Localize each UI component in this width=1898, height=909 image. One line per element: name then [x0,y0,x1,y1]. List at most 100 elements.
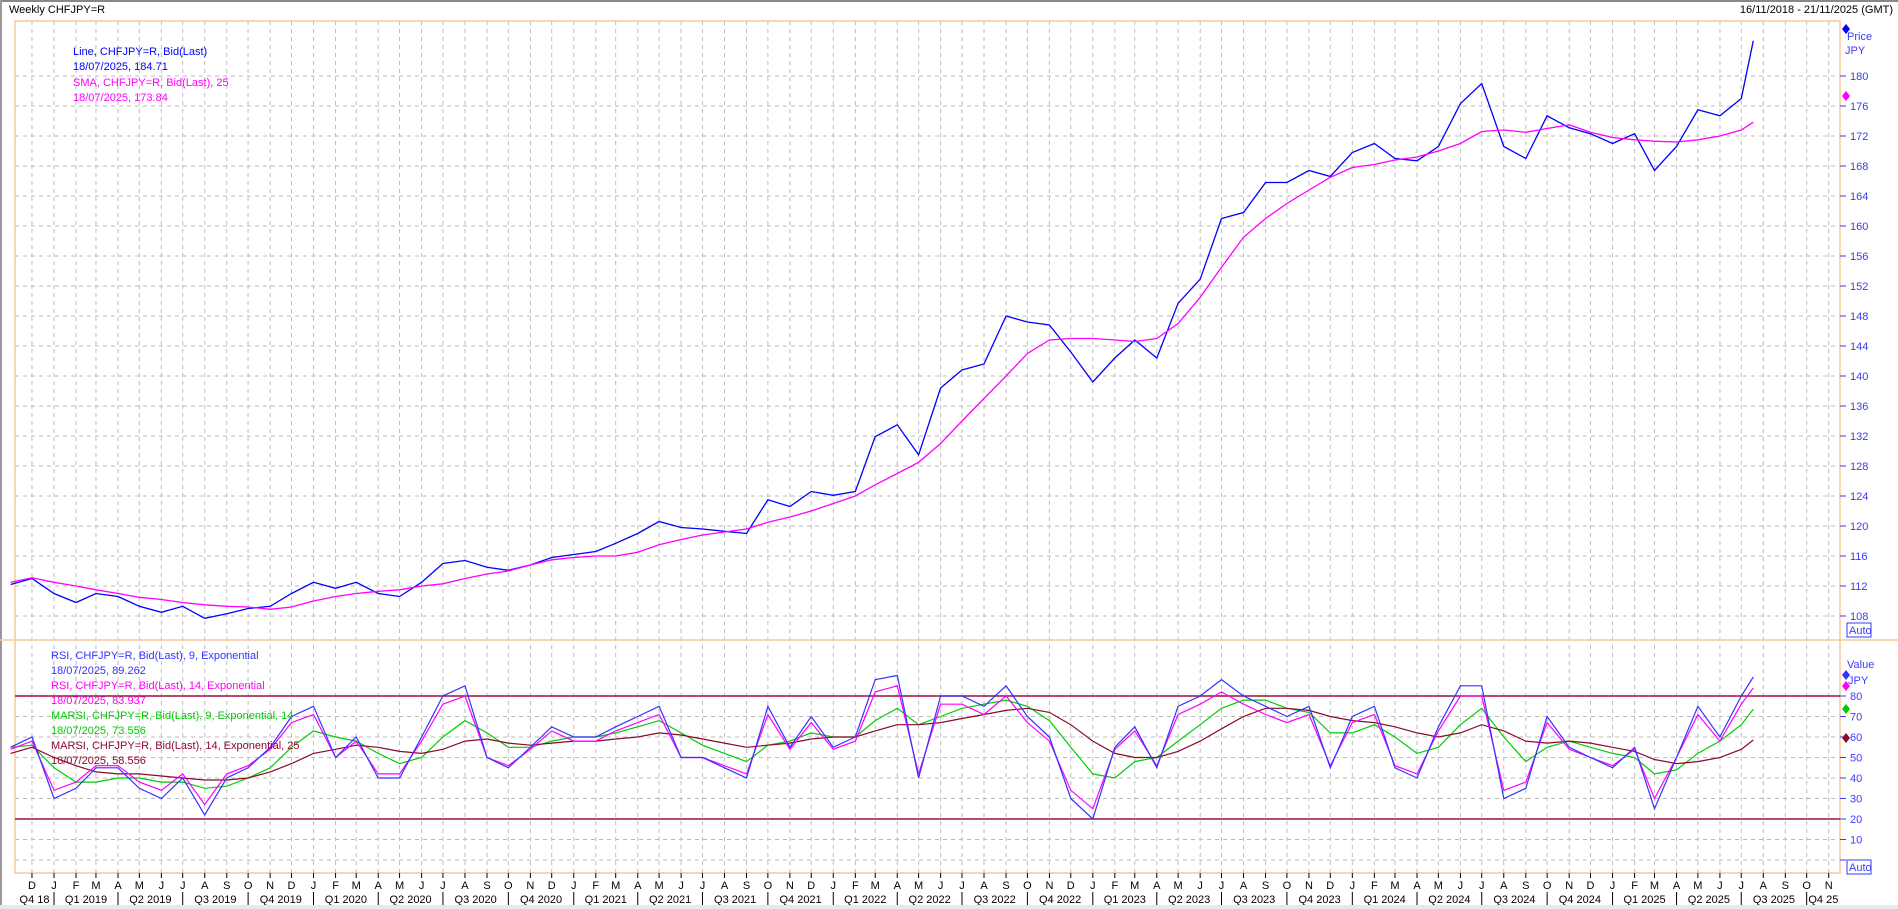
month-label: M [654,880,663,892]
month-label: J [51,880,57,892]
month-label: S [1782,880,1789,892]
month-label: S [1262,880,1269,892]
month-label: F [1111,880,1118,892]
month-label: A [114,880,122,892]
price-axis-title: Price [1847,31,1872,43]
quarter-label: Q4 2022 [1039,894,1081,906]
month-label: M [1434,880,1443,892]
month-label: S [743,880,750,892]
price-tick-label: 128 [1850,461,1868,473]
rsi-level-lines [15,695,1840,820]
quarter-label: Q3 2020 [455,894,497,906]
quarter-label: Q4 2020 [520,894,562,906]
month-label: J [419,880,425,892]
rsi-tick-label: 70 [1850,712,1862,724]
month-label: O [764,880,773,892]
month-label: J [678,880,684,892]
quarter-label: Q2 2023 [1168,894,1210,906]
price-tick-label: 112 [1850,581,1868,593]
quarter-label: Q4 2021 [779,894,821,906]
price-axis-unit: JPY [1845,45,1866,57]
price-tick-label: 176 [1850,101,1868,113]
quarter-label: Q2 2020 [389,894,431,906]
month-label: J [1610,880,1616,892]
month-label: O [1802,880,1811,892]
quarter-label: Q1 2021 [585,894,627,906]
month-label: A [1413,880,1421,892]
date-range: 16/11/2018 - 21/11/2025 (GMT) [1740,4,1893,16]
price-auto-button[interactable] [1846,622,1872,638]
quarter-label: Q3 2019 [194,894,236,906]
rsi9-line [10,674,1754,821]
legend-line-value: 18/07/2025, 184.71 [73,61,168,73]
month-label: F [332,880,339,892]
price-tick-label: 152 [1850,281,1868,293]
rsi9-marker-icon [1842,670,1850,680]
month-label: J [1090,880,1096,892]
quarter-label: Q1 2024 [1364,894,1406,906]
quarter-label: Q2 2025 [1688,894,1730,906]
month-label: N [1305,880,1313,892]
month-label: A [634,880,642,892]
rsi-legend: RSI, CHFJPY=R, Bid(Last), 9, Exponential… [51,650,300,767]
price-tick-label: 144 [1850,341,1868,353]
month-label: M [871,880,880,892]
price-tick-label: 140 [1850,371,1868,383]
month-label: M [611,880,620,892]
legend-rsi9-label: RSI, CHFJPY=R, Bid(Last), 9, Exponential [51,650,259,662]
month-label: A [1673,880,1681,892]
quarter-label: Q3 2024 [1493,894,1535,906]
quarter-label: Q2 2022 [909,894,951,906]
month-label: N [1565,880,1573,892]
plot-border [14,20,1841,874]
month-label: M [1130,880,1139,892]
month-label: A [894,880,902,892]
month-label: S [483,880,490,892]
window-left-border [0,0,2,909]
price-tick-label: 132 [1850,431,1868,443]
quarter-label: Q2 2021 [649,894,691,906]
rsi-auto-label[interactable]: Auto [1849,862,1872,874]
legend-marsi9-value: 18/07/2025, 73.556 [51,725,146,737]
grid-lines [15,21,1840,873]
month-label: A [1153,880,1161,892]
rsi14-line [10,685,1754,810]
price-auto-label[interactable]: Auto [1849,625,1872,637]
month-label: D [28,880,36,892]
month-label: A [1240,880,1248,892]
rsi-tick-label: 50 [1850,753,1862,765]
price-tick-label: 108 [1850,611,1868,623]
month-label: D [1587,880,1595,892]
price-tick-label: 164 [1850,191,1868,203]
price-tick-label: 124 [1850,491,1868,503]
month-label: J [1458,880,1464,892]
month-label: N [1045,880,1053,892]
month-label: J [1739,880,1745,892]
quarter-label: Q4 2023 [1299,894,1341,906]
month-label: J [440,880,446,892]
month-label: O [504,880,513,892]
rsi-axis-unit: JPY [1848,675,1869,687]
month-label: M [914,880,923,892]
month-label: O [1283,880,1292,892]
quarter-label: Q4 25 [1808,894,1838,906]
quarter-label: Q1 2023 [1104,894,1146,906]
price-tick-label: 156 [1850,251,1868,263]
window-bottom-border [0,905,1898,909]
month-label: J [959,880,965,892]
month-label: J [311,880,317,892]
marsi9-marker-icon [1842,704,1850,714]
month-label: J [159,880,165,892]
month-label: M [395,880,404,892]
month-label: S [223,880,230,892]
price-legend: Line, CHFJPY=R, Bid(Last) 18/07/2025, 18… [73,46,229,104]
month-label: D [548,880,556,892]
month-label: N [266,880,274,892]
rsi-tick-label: 20 [1850,814,1862,826]
rsi-auto-button[interactable] [1846,859,1872,875]
price-line [10,40,1754,619]
quarter-label: Q3 2022 [974,894,1016,906]
month-label: D [288,880,296,892]
